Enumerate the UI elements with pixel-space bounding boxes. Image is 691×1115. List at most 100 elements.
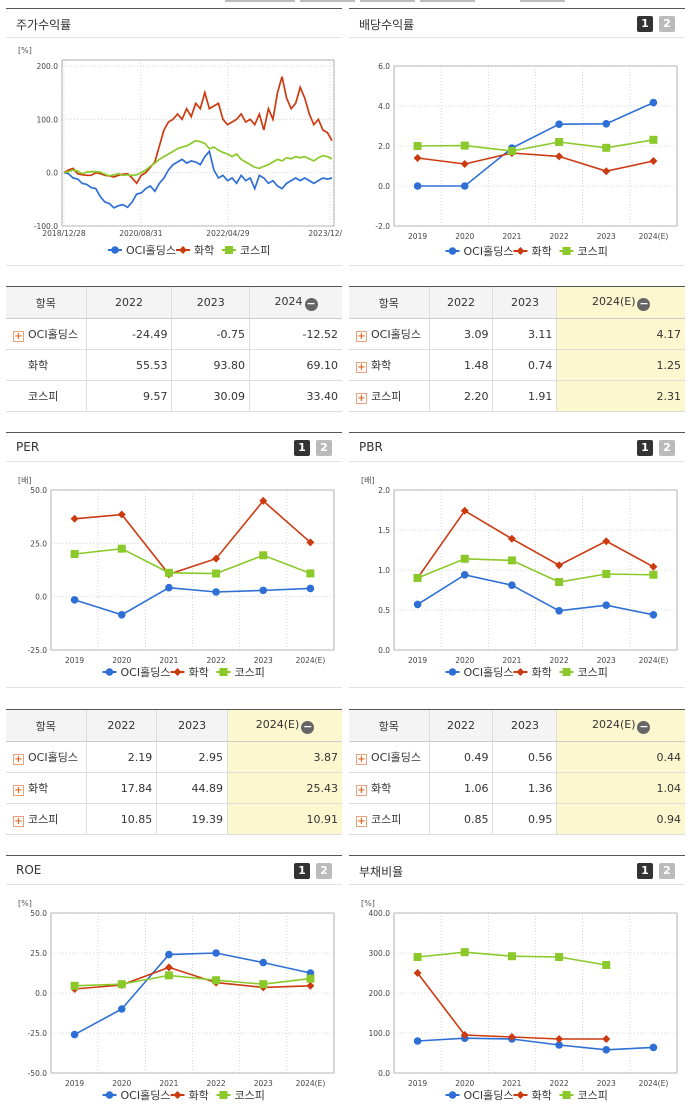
data-point [164, 971, 173, 980]
series-line [417, 1037, 654, 1051]
expand-icon[interactable]: + [13, 331, 24, 342]
y-tick-label: 100.0 [369, 1029, 391, 1038]
expand-icon[interactable]: + [13, 754, 24, 765]
page-1-button[interactable]: 1 [637, 16, 653, 32]
data-point [516, 668, 525, 676]
series-line [63, 149, 333, 209]
expand-icon[interactable]: + [356, 393, 367, 404]
collapse-icon[interactable]: − [637, 719, 651, 734]
x-tick-label: 2019 [408, 656, 427, 665]
data-point [562, 1091, 571, 1099]
series-line [63, 139, 333, 177]
expand-icon[interactable]: + [356, 785, 367, 796]
dividend-yield-chart: 6.0 4.0 2.0 0.0 -2.0 2019 2020 2021 2022 2023 2024… [375, 62, 678, 258]
value-cell: 0.49 [428, 741, 493, 773]
data-point [649, 570, 658, 579]
page-2-button[interactable]: 2 [316, 863, 332, 879]
x-tick-label: 2019 [408, 232, 427, 241]
debt-ratio-chart: [%]400.0 300.0 200.0 100.0 0.0 2019 2020 2021 20… [361, 899, 678, 1102]
data-point [555, 578, 564, 586]
data-point [460, 948, 469, 957]
expand-icon[interactable]: + [13, 816, 24, 827]
data-point [448, 1091, 457, 1099]
collapse-icon[interactable]: − [637, 296, 651, 311]
page-2-button[interactable]: 2 [659, 863, 675, 879]
data-point [70, 981, 79, 990]
x-tick-label: 2023/12/28 [308, 229, 342, 238]
value-cell: 1.36 [492, 772, 557, 804]
data-point [649, 135, 658, 144]
data-point [507, 534, 516, 543]
column-header-label: 2023 [178, 719, 207, 732]
row-name-cell: + OCI홀딩스 [349, 318, 429, 350]
per-panel: PER 1 2 [배] 50.0 25.0 0.0 -25.0 2019 2020 2021 2… [6, 432, 342, 688]
panel-header: 부채비율 1 2 [349, 855, 685, 885]
data-point [507, 556, 516, 565]
y-tick-label: 200.0 [37, 62, 59, 71]
y-tick-label: 50.0 [30, 909, 47, 918]
row-name: 코스피 [28, 813, 59, 826]
data-point [460, 160, 469, 168]
expand-icon[interactable]: + [356, 331, 367, 342]
page-2-button[interactable]: 2 [659, 440, 675, 456]
row-name-cell: + OCI홀딩스 [6, 741, 86, 773]
table-row: + 코스피 0.85 0.95 0.94 [349, 803, 685, 835]
column-header: 2024(E) − [556, 709, 685, 742]
value-cell: 55.53 [85, 349, 172, 381]
data-point [649, 98, 658, 107]
value-cell: 10.85 [85, 803, 157, 835]
table-header-row: 항목 2022 2023 2024(E) − [349, 709, 685, 742]
x-tick-label: 2024(E) [639, 656, 669, 665]
data-point [165, 583, 173, 592]
page-1-button[interactable]: 1 [637, 863, 653, 879]
x-tick-label: 2019 [65, 1079, 84, 1088]
table-row: + 화학 1.06 1.36 1.04 [349, 772, 685, 804]
row-name-cell: 코스피 [6, 380, 86, 412]
axis-unit: [%] [18, 46, 32, 55]
data-point [179, 246, 187, 254]
value-cell: 19.39 [156, 803, 228, 835]
page-1-button[interactable]: 1 [637, 440, 653, 456]
column-header: 항목 [349, 286, 429, 319]
roe-panel: ROE 1 2 [%] 50.0 25.0 0.0 -25.0 -50.0 2019 2020… [6, 855, 342, 1111]
data-point [460, 571, 469, 579]
x-tick-label: 2023 [254, 656, 273, 665]
series-line [74, 586, 311, 616]
data-point [413, 1037, 422, 1045]
expand-icon[interactable]: + [13, 785, 24, 796]
row-name: 코스피 [371, 813, 402, 826]
data-point [225, 246, 233, 254]
legend-label: OCI홀딩스 [121, 1089, 171, 1102]
x-tick-label: 2020/08/31 [119, 229, 162, 238]
y-tick-label: 4.0 [378, 102, 390, 111]
page-2-button[interactable]: 2 [316, 440, 332, 456]
y-tick-label: 0.0 [378, 1069, 390, 1078]
panel-title: PER [16, 440, 40, 454]
collapse-icon[interactable]: − [301, 719, 315, 734]
collapse-icon[interactable]: − [304, 296, 318, 311]
data-point [413, 574, 422, 582]
column-header: 2023 [492, 709, 557, 742]
expand-icon[interactable]: + [356, 362, 367, 373]
x-tick-label: 2021 [159, 1079, 178, 1088]
top-nav-edge [420, 0, 475, 2]
row-name-cell: + 화학 [349, 772, 429, 804]
row-name: OCI홀딩스 [371, 328, 421, 341]
column-header-label: 2024(E) [591, 717, 636, 731]
page-2-button[interactable]: 2 [659, 16, 675, 32]
panel-header: PBR 1 2 [349, 432, 685, 462]
y-tick-label: 0.0 [378, 646, 390, 655]
column-header: 2024(E) − [556, 286, 685, 319]
page-1-button[interactable]: 1 [294, 863, 310, 879]
x-tick-label: 2023 [597, 232, 616, 241]
expand-icon[interactable]: + [356, 816, 367, 827]
data-point [105, 1091, 114, 1099]
stock-return-table: 항목 2022 2023 2024− + OCI홀딩스 -24.49 -0.75 -12.52 화… [6, 286, 342, 412]
page-1-button[interactable]: 1 [294, 440, 310, 456]
expand-icon[interactable]: + [356, 754, 367, 765]
data-point [259, 980, 268, 989]
data-point [259, 496, 268, 505]
data-point [460, 554, 469, 563]
data-point [117, 1005, 126, 1013]
value-cell: 1.48 [428, 349, 493, 381]
